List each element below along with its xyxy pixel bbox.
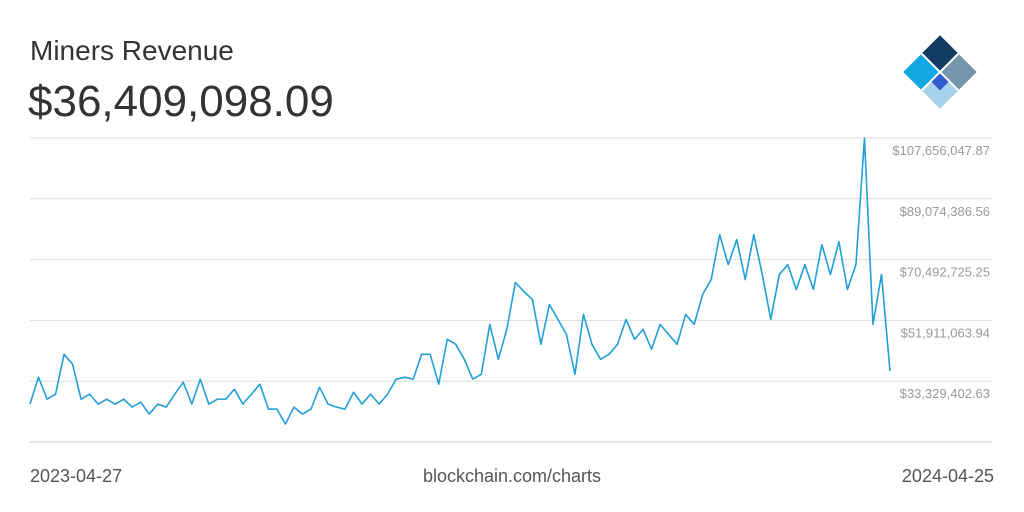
- logo-part: [931, 73, 949, 91]
- y-tick-label: $89,074,386.56: [900, 204, 990, 219]
- y-tick-label: $107,656,047.87: [892, 143, 990, 158]
- data-line: [29, 137, 891, 425]
- x-tick-label: 2024-04-25: [902, 466, 994, 486]
- source: blockchain.com/charts: [423, 466, 601, 486]
- chart-title: Miners Revenue: [30, 35, 234, 66]
- y-tick-label: $70,492,725.25: [900, 265, 990, 280]
- x-tick-label: 2023-04-27: [30, 466, 122, 486]
- y-tick-label: $51,911,063.94: [901, 325, 990, 340]
- y-tick-label: $33,329,402.63: [900, 386, 990, 401]
- chart-subtitle: $36,409,098.09: [28, 77, 334, 126]
- logo-part: [922, 35, 958, 71]
- logo-part: [922, 73, 958, 109]
- logo: [903, 35, 977, 109]
